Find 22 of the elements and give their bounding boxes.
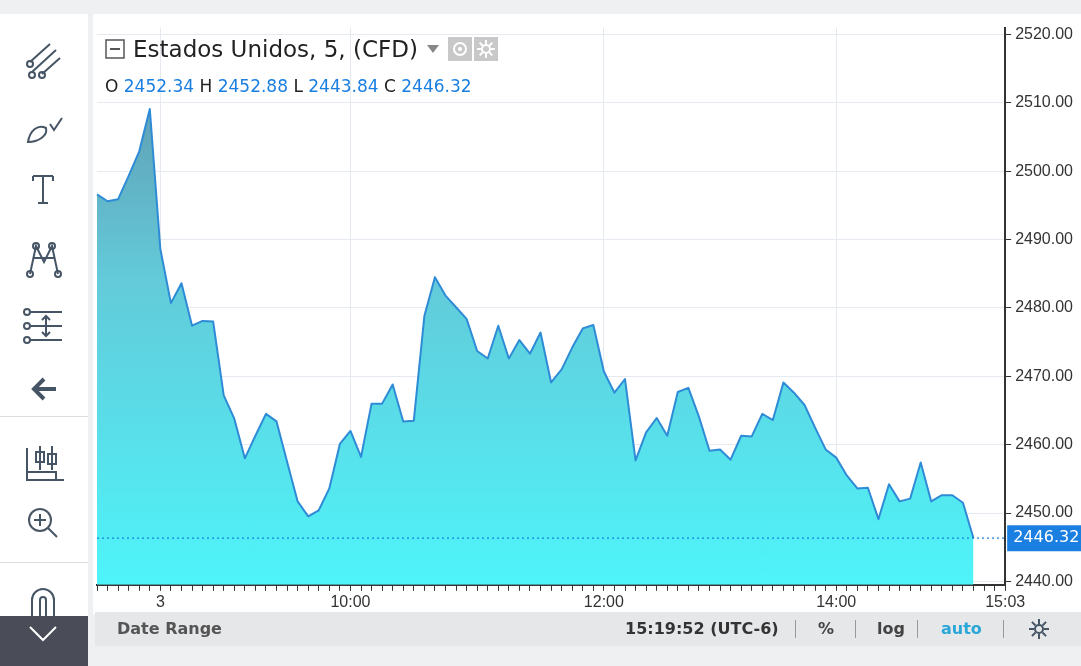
- y-tick-label: 2470.00: [1015, 366, 1074, 384]
- y-tick-label: 2520.00: [1015, 24, 1074, 42]
- y-tick-label: 2500.00: [1015, 161, 1074, 179]
- ref-line-label: 2446.32: [1013, 527, 1080, 547]
- text: auto: [941, 619, 982, 638]
- chart-title: Estados Unidos, 5, (CFD): [133, 36, 418, 62]
- x-tick-label: 3: [155, 592, 165, 610]
- y-tick-label: 2510.00: [1015, 93, 1074, 111]
- y-tick-label: 2460.00: [1015, 435, 1074, 453]
- text: log: [877, 619, 905, 638]
- x-tick-label: 14:00: [816, 592, 857, 610]
- x-tick-label: 15:03: [985, 592, 1026, 610]
- text: 15:19:52 (UTC-6): [625, 619, 779, 638]
- text: Date Range: [117, 619, 222, 638]
- y-tick-label: 2490.00: [1015, 229, 1074, 247]
- y-tick-label: 2450.00: [1015, 503, 1074, 521]
- x-tick-label: 10:00: [330, 592, 371, 610]
- y-tick-label: 2480.00: [1015, 298, 1074, 316]
- text: O 2452.34 H 2452.88 L 2443.84 C 2446.32: [105, 76, 472, 96]
- x-tick-label: 12:00: [583, 592, 624, 610]
- y-tick-label: 2440.00: [1015, 571, 1074, 589]
- text: %: [818, 619, 835, 638]
